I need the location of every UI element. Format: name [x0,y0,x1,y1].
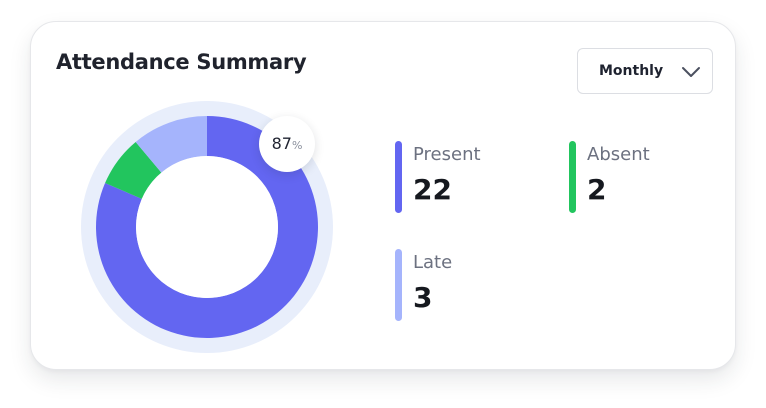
donut-slice-late [135,116,207,173]
period-dropdown-value: Monthly [599,63,664,79]
stat-late-color-bar [395,249,402,321]
card-title: Attendance Summary [56,50,307,74]
period-dropdown[interactable]: Monthly [577,48,713,94]
donut-slice-present [96,116,318,338]
stat-absent-color-bar [569,141,576,213]
stat-absent-label: Absent [587,144,650,165]
stat-late-value: 3 [413,281,433,314]
attendance-percent-value: 87 [271,134,292,153]
stat-present-value: 22 [413,173,452,206]
donut-slice-absent [105,141,162,199]
donut-hole [136,156,278,298]
attendance-percent-unit: % [291,139,303,152]
attendance-summary-card: Attendance Summary Monthly 87% Present 2… [30,21,736,370]
stat-absent-value: 2 [587,173,607,206]
stat-present-label: Present [413,144,481,165]
stat-late-label: Late [413,252,453,273]
stat-present-color-bar [395,141,402,213]
chevron-down-icon [682,67,700,77]
attendance-percent-badge: 87% [259,116,315,172]
